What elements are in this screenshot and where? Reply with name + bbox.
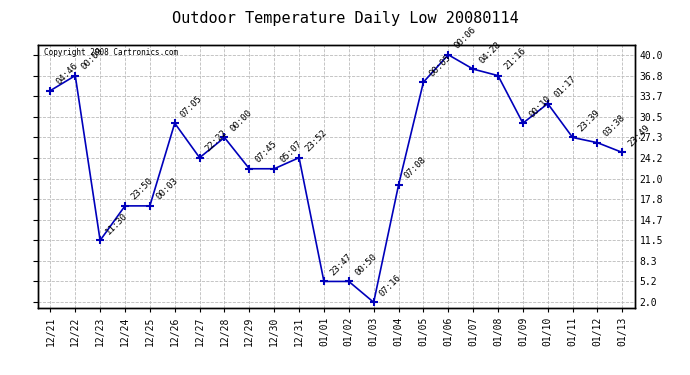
Text: 00:05: 00:05: [428, 53, 453, 78]
Text: 07:05: 07:05: [179, 94, 204, 119]
Text: 22:22: 22:22: [204, 128, 229, 153]
Text: 00:03: 00:03: [154, 176, 179, 202]
Text: 07:45: 07:45: [253, 139, 279, 165]
Text: 23:50: 23:50: [129, 176, 155, 202]
Text: 23:52: 23:52: [303, 128, 328, 153]
Text: Outdoor Temperature Daily Low 20080114: Outdoor Temperature Daily Low 20080114: [172, 11, 518, 26]
Text: Copyright 2008 Cartronics.com: Copyright 2008 Cartronics.com: [44, 48, 178, 57]
Text: 00:09: 00:09: [79, 46, 105, 72]
Text: 00:10: 00:10: [527, 94, 553, 119]
Text: 07:08: 07:08: [403, 156, 428, 181]
Text: 23:39: 23:39: [577, 108, 602, 134]
Text: 03:38: 03:38: [602, 113, 627, 138]
Text: 00:00: 00:00: [228, 108, 254, 134]
Text: 05:07: 05:07: [278, 139, 304, 165]
Text: 21:16: 21:16: [502, 46, 528, 72]
Text: 01:17: 01:17: [552, 74, 578, 99]
Text: 11:30: 11:30: [104, 211, 130, 236]
Text: 00:50: 00:50: [353, 252, 378, 277]
Text: 23:47: 23:47: [328, 252, 353, 277]
Text: 04:28: 04:28: [477, 40, 503, 65]
Text: 23:49: 23:49: [627, 123, 652, 148]
Text: 04:46: 04:46: [55, 61, 80, 86]
Text: 07:16: 07:16: [378, 273, 403, 298]
Text: 00:06: 00:06: [453, 25, 477, 51]
